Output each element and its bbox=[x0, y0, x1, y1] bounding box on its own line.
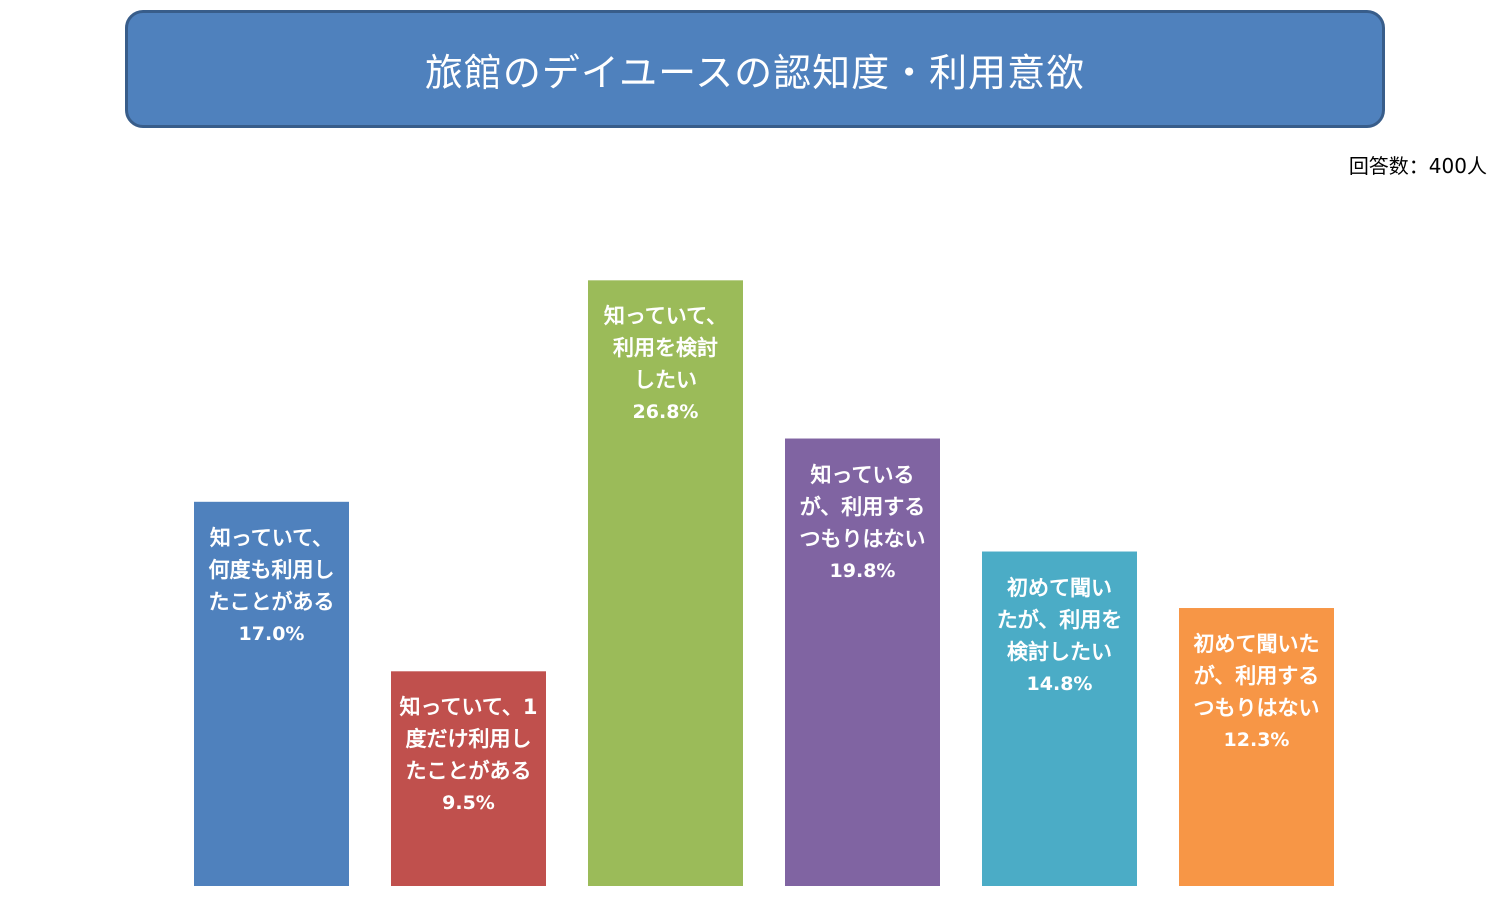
bar-value-label: 17.0% bbox=[238, 622, 305, 645]
bar-category-line: 初めて聞いた bbox=[1193, 632, 1320, 657]
bar-category-line: 知っていて、 bbox=[209, 525, 334, 550]
bar-category-line: 知っていて、 bbox=[603, 304, 728, 329]
bar-label-6: 初めて聞いた が、利用する つもりはない 12.3% bbox=[1179, 628, 1334, 756]
bar-value-label: 14.8% bbox=[1026, 672, 1093, 695]
bar-category-line: が、利用する bbox=[799, 494, 926, 519]
bar-5 bbox=[982, 551, 1137, 886]
bar-label-2: 知っていて、1 度だけ利用し たことがある 9.5% bbox=[391, 691, 546, 819]
chart-title: 旅館のデイユースの認知度・利用意欲 bbox=[424, 50, 1086, 95]
bar-2 bbox=[391, 671, 546, 886]
bar-category-line: つもりはない bbox=[1193, 696, 1320, 721]
bar-category-line: つもりはない bbox=[799, 526, 926, 551]
bar-category-line: 知っていて、1 bbox=[399, 695, 538, 720]
bar-label-3: 知っていて、 利用を検討したい 26.8% bbox=[588, 300, 743, 428]
bar-1 bbox=[194, 501, 349, 886]
bar-category-line: 利用を検討 bbox=[613, 336, 718, 361]
bar-label-1: 知っていて、 何度も利用し たことがある 17.0% bbox=[194, 522, 349, 650]
respondent-count: 回答数：400人 bbox=[1348, 154, 1487, 178]
bar-value-label: 12.3% bbox=[1223, 729, 1290, 752]
bar-category-line: したい bbox=[634, 368, 697, 393]
bar-category-line: 初めて聞い bbox=[1007, 575, 1112, 600]
bar-category-line: 知っている bbox=[810, 462, 915, 487]
chart-title-banner: 旅館のデイユースの認知度・利用意欲 bbox=[125, 10, 1385, 128]
bar-category-line: たことがある bbox=[405, 759, 532, 784]
bar-label-4: 知っているが、利用する つもりはない 19.8% bbox=[785, 459, 940, 587]
bar-value-label: 19.8% bbox=[829, 559, 896, 582]
bar-category-line: が、利用する bbox=[1193, 664, 1320, 689]
bar-3 bbox=[588, 280, 743, 886]
bar-category-line: たが、利用を bbox=[996, 607, 1123, 632]
bar-category-line: 検討したい bbox=[1007, 639, 1112, 664]
bar-value-label: 26.8% bbox=[632, 401, 699, 424]
bar-value-label: 9.5% bbox=[442, 792, 495, 815]
bar-6 bbox=[1179, 608, 1334, 886]
bar-category-line: たことがある bbox=[208, 589, 335, 614]
bar-4 bbox=[785, 438, 940, 886]
bar-label-5: 初めて聞いたが、利用を 検討したい 14.8% bbox=[982, 572, 1137, 700]
bar-category-line: 何度も利用し bbox=[208, 557, 335, 582]
bar-category-line: 度だけ利用し bbox=[405, 727, 532, 752]
